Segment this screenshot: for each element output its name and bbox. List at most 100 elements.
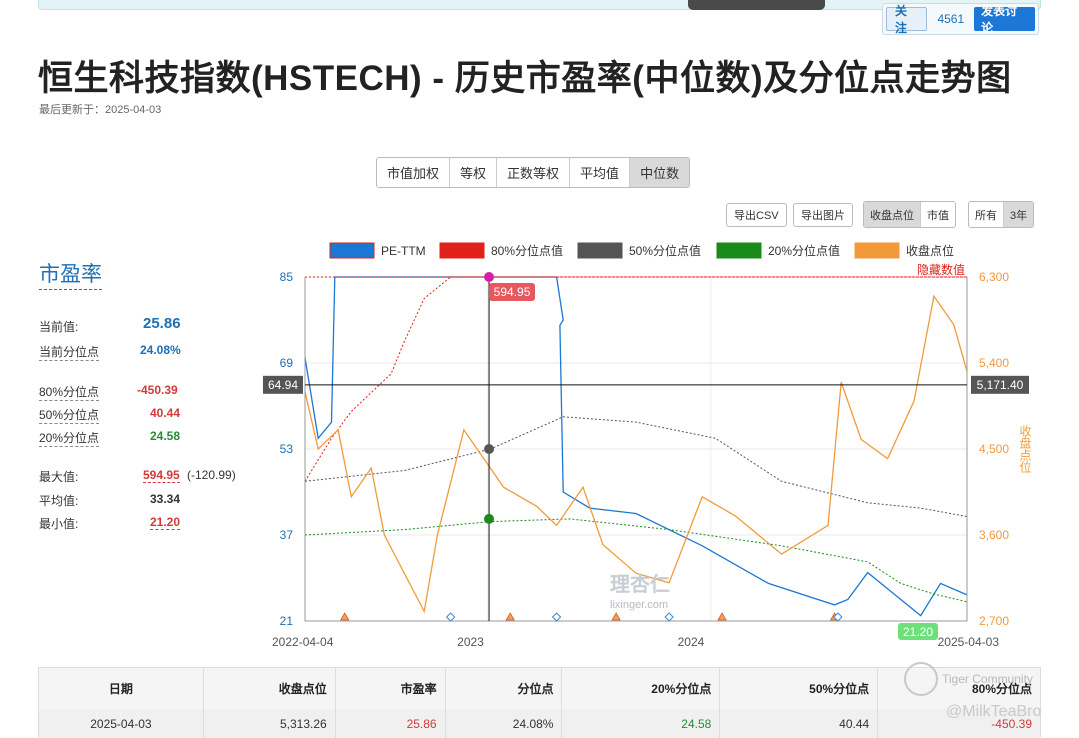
y-right-axis-label: 收盘点位 [1018, 425, 1032, 473]
td-p80: -450.39 [991, 716, 1032, 731]
min-value[interactable]: 21.20 [150, 515, 181, 530]
td-close: 5,313.26 [204, 709, 336, 738]
overlay-toggle: 收盘点位 市值 [863, 201, 956, 228]
top-banner [38, 0, 1041, 10]
follow-button[interactable]: 关注 [886, 4, 928, 35]
event-triangle-0 [340, 612, 350, 621]
y-left-tick-0: 85 [280, 270, 294, 284]
max-value[interactable]: 594.95 [143, 468, 180, 483]
max-extra: (-120.99) [187, 468, 236, 482]
marker-pe [484, 272, 495, 282]
y-right-tick-4: 2,700 [979, 614, 1009, 628]
series-line-4 [304, 294, 968, 614]
page-title: 恒生科技指数(HSTECH) - 历史市盈率(中位数)及分位点走势图 [38, 59, 1012, 98]
th-pe: 市盈率 [336, 668, 446, 709]
user-watermark: @MilkTeaBro [946, 703, 1042, 720]
updated-date: 最后更新于：2025-04-03 [39, 104, 162, 116]
chart-watermark-url: lixinger.com [610, 599, 668, 611]
current-value: 25.86 [143, 315, 181, 332]
export-image-button[interactable]: 导出图片 [793, 203, 853, 227]
tooltip-pe-label: 594.95 [494, 285, 531, 299]
crosshair-left-box [263, 375, 303, 394]
overlay-close-button[interactable]: 收盘点位 [864, 202, 921, 227]
current-pct-label[interactable]: 当前分位点 [39, 345, 100, 361]
crosshair-left-label: 64.94 [268, 378, 298, 392]
community-watermark-text: Tiger Community [942, 672, 1033, 686]
tab-average[interactable]: 平均值 [570, 158, 631, 187]
th-date: 日期 [39, 668, 204, 709]
tooltip-pe-box [489, 283, 536, 301]
min-badge-label: 21.20 [903, 625, 933, 639]
chart-legend: PE-TTM 80%分位点值 50%分位点值 20%分位点值 收盘点位 [329, 242, 954, 259]
tab-median[interactable]: 中位数 [630, 158, 690, 187]
x-tick-2: 2024 [678, 635, 705, 649]
legend-swatch-4 [854, 242, 900, 259]
tab-market-cap-weighted[interactable]: 市值加权 [377, 158, 451, 187]
y-left-tick-1: 69 [280, 356, 294, 370]
event-triangle-3 [717, 612, 727, 621]
range-toggle: 所有 3年 [968, 201, 1035, 228]
export-csv-button[interactable]: 导出CSV [726, 203, 787, 227]
range-3y-button[interactable]: 3年 [1004, 202, 1034, 227]
y-right-tick-2: 4,500 [979, 442, 1009, 456]
th-p20: 20%分位点 [562, 668, 721, 709]
tab-equal-weight[interactable]: 等权 [450, 158, 498, 187]
table-row[interactable]: 2025-04-03 5,313.26 25.86 24.08% 24.58 4… [39, 709, 1040, 738]
pe-chart[interactable]: PE-TTM 80%分位点值 50%分位点值 20%分位点值 收盘点位 85695337… [255, 235, 1045, 660]
marker-p20 [484, 513, 495, 524]
avg-label: 平均值: [39, 494, 79, 508]
follow-count: 4561 [937, 12, 965, 26]
legend-label-0: PE-TTM [381, 244, 426, 258]
chart-overlay: 64.94 5,171.40 594.95 隐藏数值 21.20 理杏仁 lixinger.… [263, 262, 1029, 640]
p20-label[interactable]: 20%分位点 [39, 431, 100, 447]
event-triangle-2 [611, 612, 621, 621]
side-title: 市盈率 [39, 258, 102, 290]
td-pe: 25.86 [336, 709, 446, 738]
legend-label-3: 20%分位点值 [768, 243, 840, 258]
avg-value: 33.34 [150, 492, 181, 506]
x-tick-1: 2023 [457, 635, 484, 649]
y-right-tick-3: 3,600 [979, 528, 1009, 542]
overlay-marketcap-button[interactable]: 市值 [921, 202, 955, 227]
range-all-button[interactable]: 所有 [969, 202, 1004, 227]
data-table: 日期 收盘点位 市盈率 分位点 20%分位点 50%分位点 80%分位点 202… [38, 667, 1041, 738]
series-line-0 [304, 276, 968, 617]
legend-swatch-2 [577, 242, 623, 259]
p50-label[interactable]: 50%分位点 [39, 408, 100, 424]
chart-watermark: 理杏仁 [610, 572, 670, 596]
p80-label[interactable]: 80%分位点 [39, 385, 100, 401]
community-watermark: Tiger Community [904, 662, 1033, 696]
crosshair-right-label: 5,171.40 [977, 378, 1024, 392]
p50-value: 40.44 [150, 406, 181, 420]
x-tick-3: 2025-04-03 [938, 635, 1000, 649]
top-dark-tab [688, 0, 825, 10]
series-line-1 [304, 276, 967, 482]
legend-swatch-3 [716, 242, 762, 259]
event-diamond-0 [445, 612, 456, 622]
p20-value: 24.58 [150, 429, 181, 443]
max-label: 最大值: [39, 470, 79, 484]
series-layer [304, 276, 968, 617]
hidden-values-link: 隐藏数值 [917, 262, 965, 277]
p80-value: -450.39 [137, 383, 178, 397]
min-label: 最小值: [39, 517, 79, 531]
td-p20: 24.58 [562, 709, 721, 738]
current-pct-value: 24.08% [140, 343, 181, 357]
td-p50: 40.44 [720, 709, 879, 738]
community-logo-icon [904, 662, 938, 696]
tab-positive-equal-weight[interactable]: 正数等权 [497, 158, 571, 187]
y-right-tick-0: 6,300 [979, 270, 1009, 284]
chart-axes: 85 69 53 37 21 6,300 5,400 4,500 3,600 2,700 收盘点位 2… [272, 270, 1032, 649]
event-diamond-3 [833, 612, 843, 622]
th-p50: 50%分位点 [720, 668, 879, 709]
th-p80: 80%分位点 [971, 682, 1032, 696]
method-tabs: 市值加权 等权 正数等权 平均值 中位数 [376, 157, 691, 188]
crosshair-right-box [971, 375, 1029, 394]
discuss-button[interactable]: 发表讨论 [974, 4, 1035, 35]
follow-box: 关注 4561 发表讨论 [882, 3, 1039, 35]
legend-label-1: 80%分位点值 [491, 243, 563, 258]
x-tick-0: 2022-04-04 [272, 635, 334, 649]
y-left-tick-3: 37 [280, 528, 294, 542]
legend-swatch-0 [329, 242, 375, 259]
marker-p50 [484, 444, 495, 454]
